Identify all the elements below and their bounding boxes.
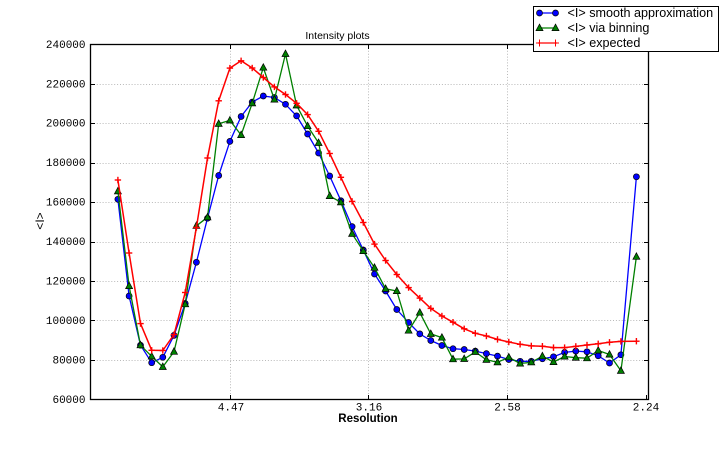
- svg-text:<I>: <I>: [33, 212, 47, 229]
- svg-text:Intensity plots: Intensity plots: [305, 30, 369, 42]
- svg-text:4.47: 4.47: [218, 402, 244, 414]
- svg-text:240000: 240000: [46, 40, 86, 52]
- svg-text:180000: 180000: [46, 158, 86, 170]
- svg-text:60000: 60000: [52, 395, 85, 407]
- svg-text:220000: 220000: [46, 79, 86, 91]
- svg-text:80000: 80000: [52, 356, 85, 368]
- svg-text:120000: 120000: [46, 277, 86, 289]
- svg-text:140000: 140000: [46, 237, 86, 249]
- svg-text:<I> expected: <I> expected: [568, 36, 641, 50]
- svg-text:200000: 200000: [46, 119, 86, 131]
- svg-text:<I> via binning: <I> via binning: [568, 21, 650, 35]
- svg-text:3.16: 3.16: [356, 402, 382, 414]
- svg-text:Resolution: Resolution: [338, 413, 397, 425]
- svg-text:100000: 100000: [46, 316, 86, 328]
- svg-text:<I> smooth approximation: <I> smooth approximation: [568, 6, 714, 20]
- svg-text:2.58: 2.58: [494, 402, 520, 414]
- svg-text:160000: 160000: [46, 198, 86, 210]
- svg-text:2.24: 2.24: [633, 402, 660, 414]
